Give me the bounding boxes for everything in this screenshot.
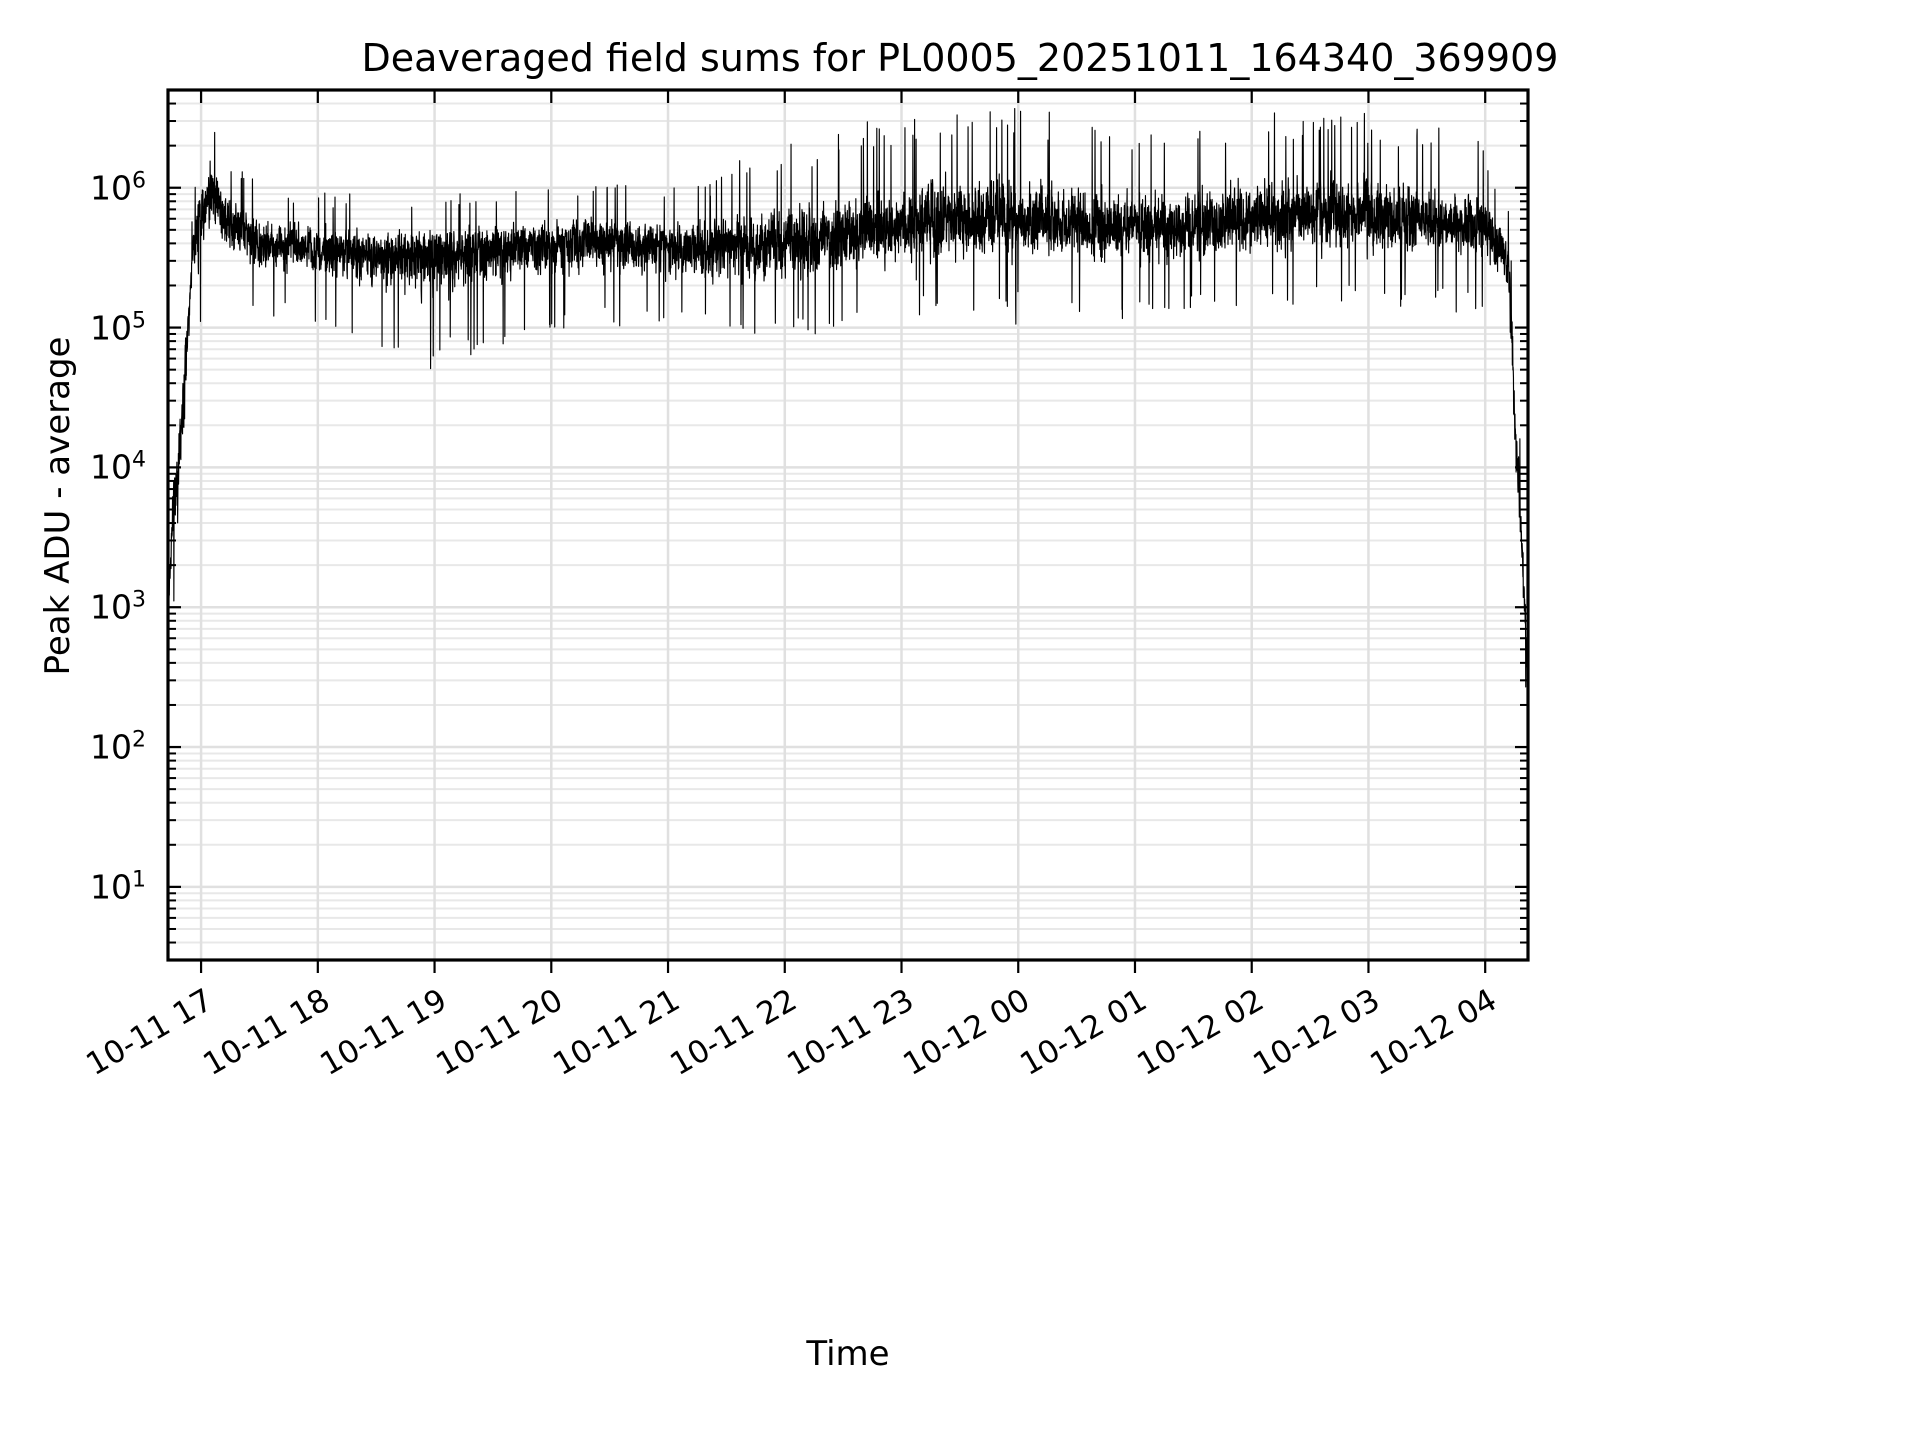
data-series-line <box>168 107 1528 688</box>
grid-minor <box>168 89 1528 961</box>
y-tick-label-2: 104 <box>90 447 146 487</box>
y-tick-label-4: 102 <box>90 727 146 767</box>
y-tick-label-3: 103 <box>90 587 146 627</box>
x-axis-label: Time <box>806 1334 890 1374</box>
y-tick-label-5: 101 <box>90 867 146 907</box>
y-tick-label-1: 105 <box>90 308 146 348</box>
y-axis-label: Peak ADU - average <box>38 336 78 676</box>
y-tick-label-0: 106 <box>90 168 146 208</box>
page-title: Deaveraged field sums for PL0005_2025101… <box>361 36 1559 80</box>
